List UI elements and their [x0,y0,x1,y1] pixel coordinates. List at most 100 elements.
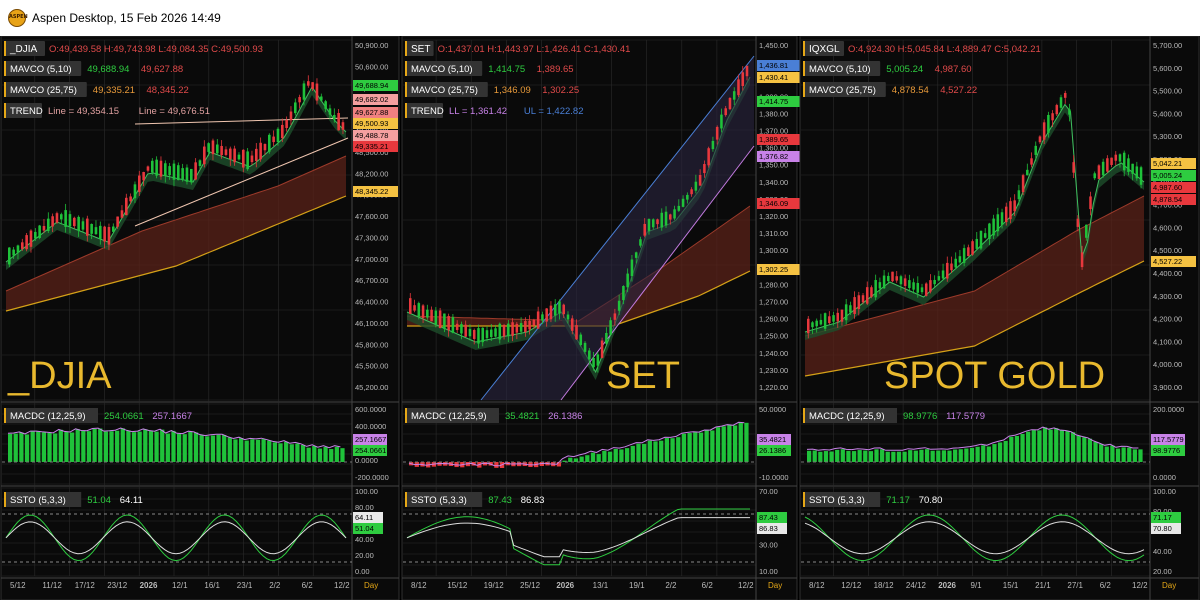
ssto-tick-label: 30.00 [759,540,778,549]
candle-body [498,323,502,340]
macd-label: MACDC (12,25,9) [411,411,487,422]
candle-body [259,142,262,160]
macd-tick-label: 400.0000 [355,422,386,431]
candle-body [724,108,727,116]
chart-panel-set[interactable]: SET SET O:1,437.01 H:1,443.97 L:1,426.41 C… [401,36,802,600]
candle-body [47,218,50,232]
price-tag [353,107,398,118]
price-tick-label: 50,600.00 [355,62,388,71]
candle-body [836,312,840,322]
chart-panel-djia[interactable]: _DJIA _DJIA O:49,439.58 H:49,743.98 L:49,0… [0,36,400,600]
date-tick-label: 12/12 [841,581,862,590]
macd-histogram-bar [36,431,41,462]
price-tick-label: 1,370.00 [759,127,788,136]
macd-histogram-bar [317,448,323,462]
price-tick-label: 48,200.00 [355,169,388,178]
macd-histogram-bar [177,433,182,462]
candle-body [220,145,223,156]
macd-histogram-bar [659,440,664,462]
candle-body [164,163,167,177]
macd-histogram-bar [829,451,834,462]
macd-value: 254.0661 [104,411,144,422]
ssto-subchart: SSTO (5,3,3)87.4386.8370.0050.0030.0010.… [403,487,787,576]
ma-75-line [804,260,1145,377]
macd-badge-accent [803,408,805,423]
candle-body [664,211,668,226]
candle-body [511,322,514,336]
macd-histogram-bar [1054,428,1059,462]
candle-body [99,225,102,239]
candle-body [1047,114,1050,133]
candle-body [120,210,124,218]
macd-signal-line [408,421,745,467]
macd-histogram-bar [913,450,918,462]
macd-histogram-bar [205,436,210,462]
macd-histogram-bar [92,428,97,462]
ohlc-readout: O:1,437.01 H:1,443.97 L:1,426.41 C:1,430… [438,44,631,55]
symbol-badge [4,41,45,56]
candle-body [536,311,540,329]
macd-tick-label: 0.0000 [1153,473,1176,482]
ma-25-line [5,155,347,292]
macd-histogram-bar [289,444,294,462]
indicator-badge-accent [4,82,6,97]
price-tick-label: 50,900.00 [355,41,388,50]
chart-panel-iqxgl[interactable]: SPOT GOLD IQXGL O:4,924.30 H:5,045.84 L:4,… [799,36,1200,600]
candle-body [107,227,111,245]
ssto-tag [353,523,383,534]
price-tag-label: 5,005.24 [1153,171,1182,180]
candle-body [289,111,293,121]
macd-histogram-bar [930,450,935,462]
candle-body [558,301,561,314]
date-tick-label: 5/12 [10,581,26,590]
date-tick-label: 27/1 [1067,581,1083,590]
price-tag [1151,182,1196,193]
macd-histogram-bar [636,443,641,462]
candle-body [1021,175,1025,193]
price-tick-label: 4,600.00 [1153,223,1182,232]
candle-body [337,112,340,131]
macd-signal-line [806,426,1139,451]
candle-body [899,276,903,285]
candle-body [42,226,46,231]
price-tag-label: 4,987.60 [1153,183,1182,192]
ssto-tick-label: 100.00 [355,487,378,496]
candle-body [138,175,141,192]
candle-body [741,72,745,86]
macd-histogram-bar [664,438,670,462]
candle-body [233,148,236,163]
macd-histogram-bar [693,432,698,462]
candle-body [8,247,11,265]
macd-tick-label: 200.0000 [1153,405,1184,414]
price-tick-label: 47,600.00 [355,212,388,221]
candle-body [60,214,63,220]
candle-body [1114,154,1118,161]
chart-workspace[interactable]: _DJIA _DJIA O:49,439.58 H:49,743.98 L:49,0… [0,36,1200,600]
watermark-label: _DJIA [7,355,112,397]
macd-histogram-bar [590,452,596,462]
ssto-d-value: 64.11 [120,495,143,506]
macd-histogram-bar [568,457,573,462]
candle-body [112,226,115,232]
candle-body [745,65,749,77]
candle-body [90,223,93,234]
candle-body [485,330,489,339]
macd-badge-accent [405,408,407,423]
macd-signal-line [7,427,341,449]
date-tick-label: 17/12 [75,581,96,590]
candle-body [1034,145,1038,155]
candle-body [673,209,676,219]
indicator-label: MAVCO (25,75) [411,85,478,96]
macd-histogram-bar [143,429,148,462]
candle-body [281,124,284,139]
ma-25-75-band [407,206,750,326]
macd-histogram-bar [182,434,187,462]
indicator-badge [405,61,483,76]
macd-histogram-bar [188,431,193,462]
macd-histogram-bar [312,446,317,462]
ssto-k-line [5,514,347,562]
macd-badge-accent [4,408,6,423]
candle-body [55,213,59,223]
macd-tag-label: 35.4821 [759,435,786,444]
price-tick-label: 47,000.00 [355,255,388,264]
